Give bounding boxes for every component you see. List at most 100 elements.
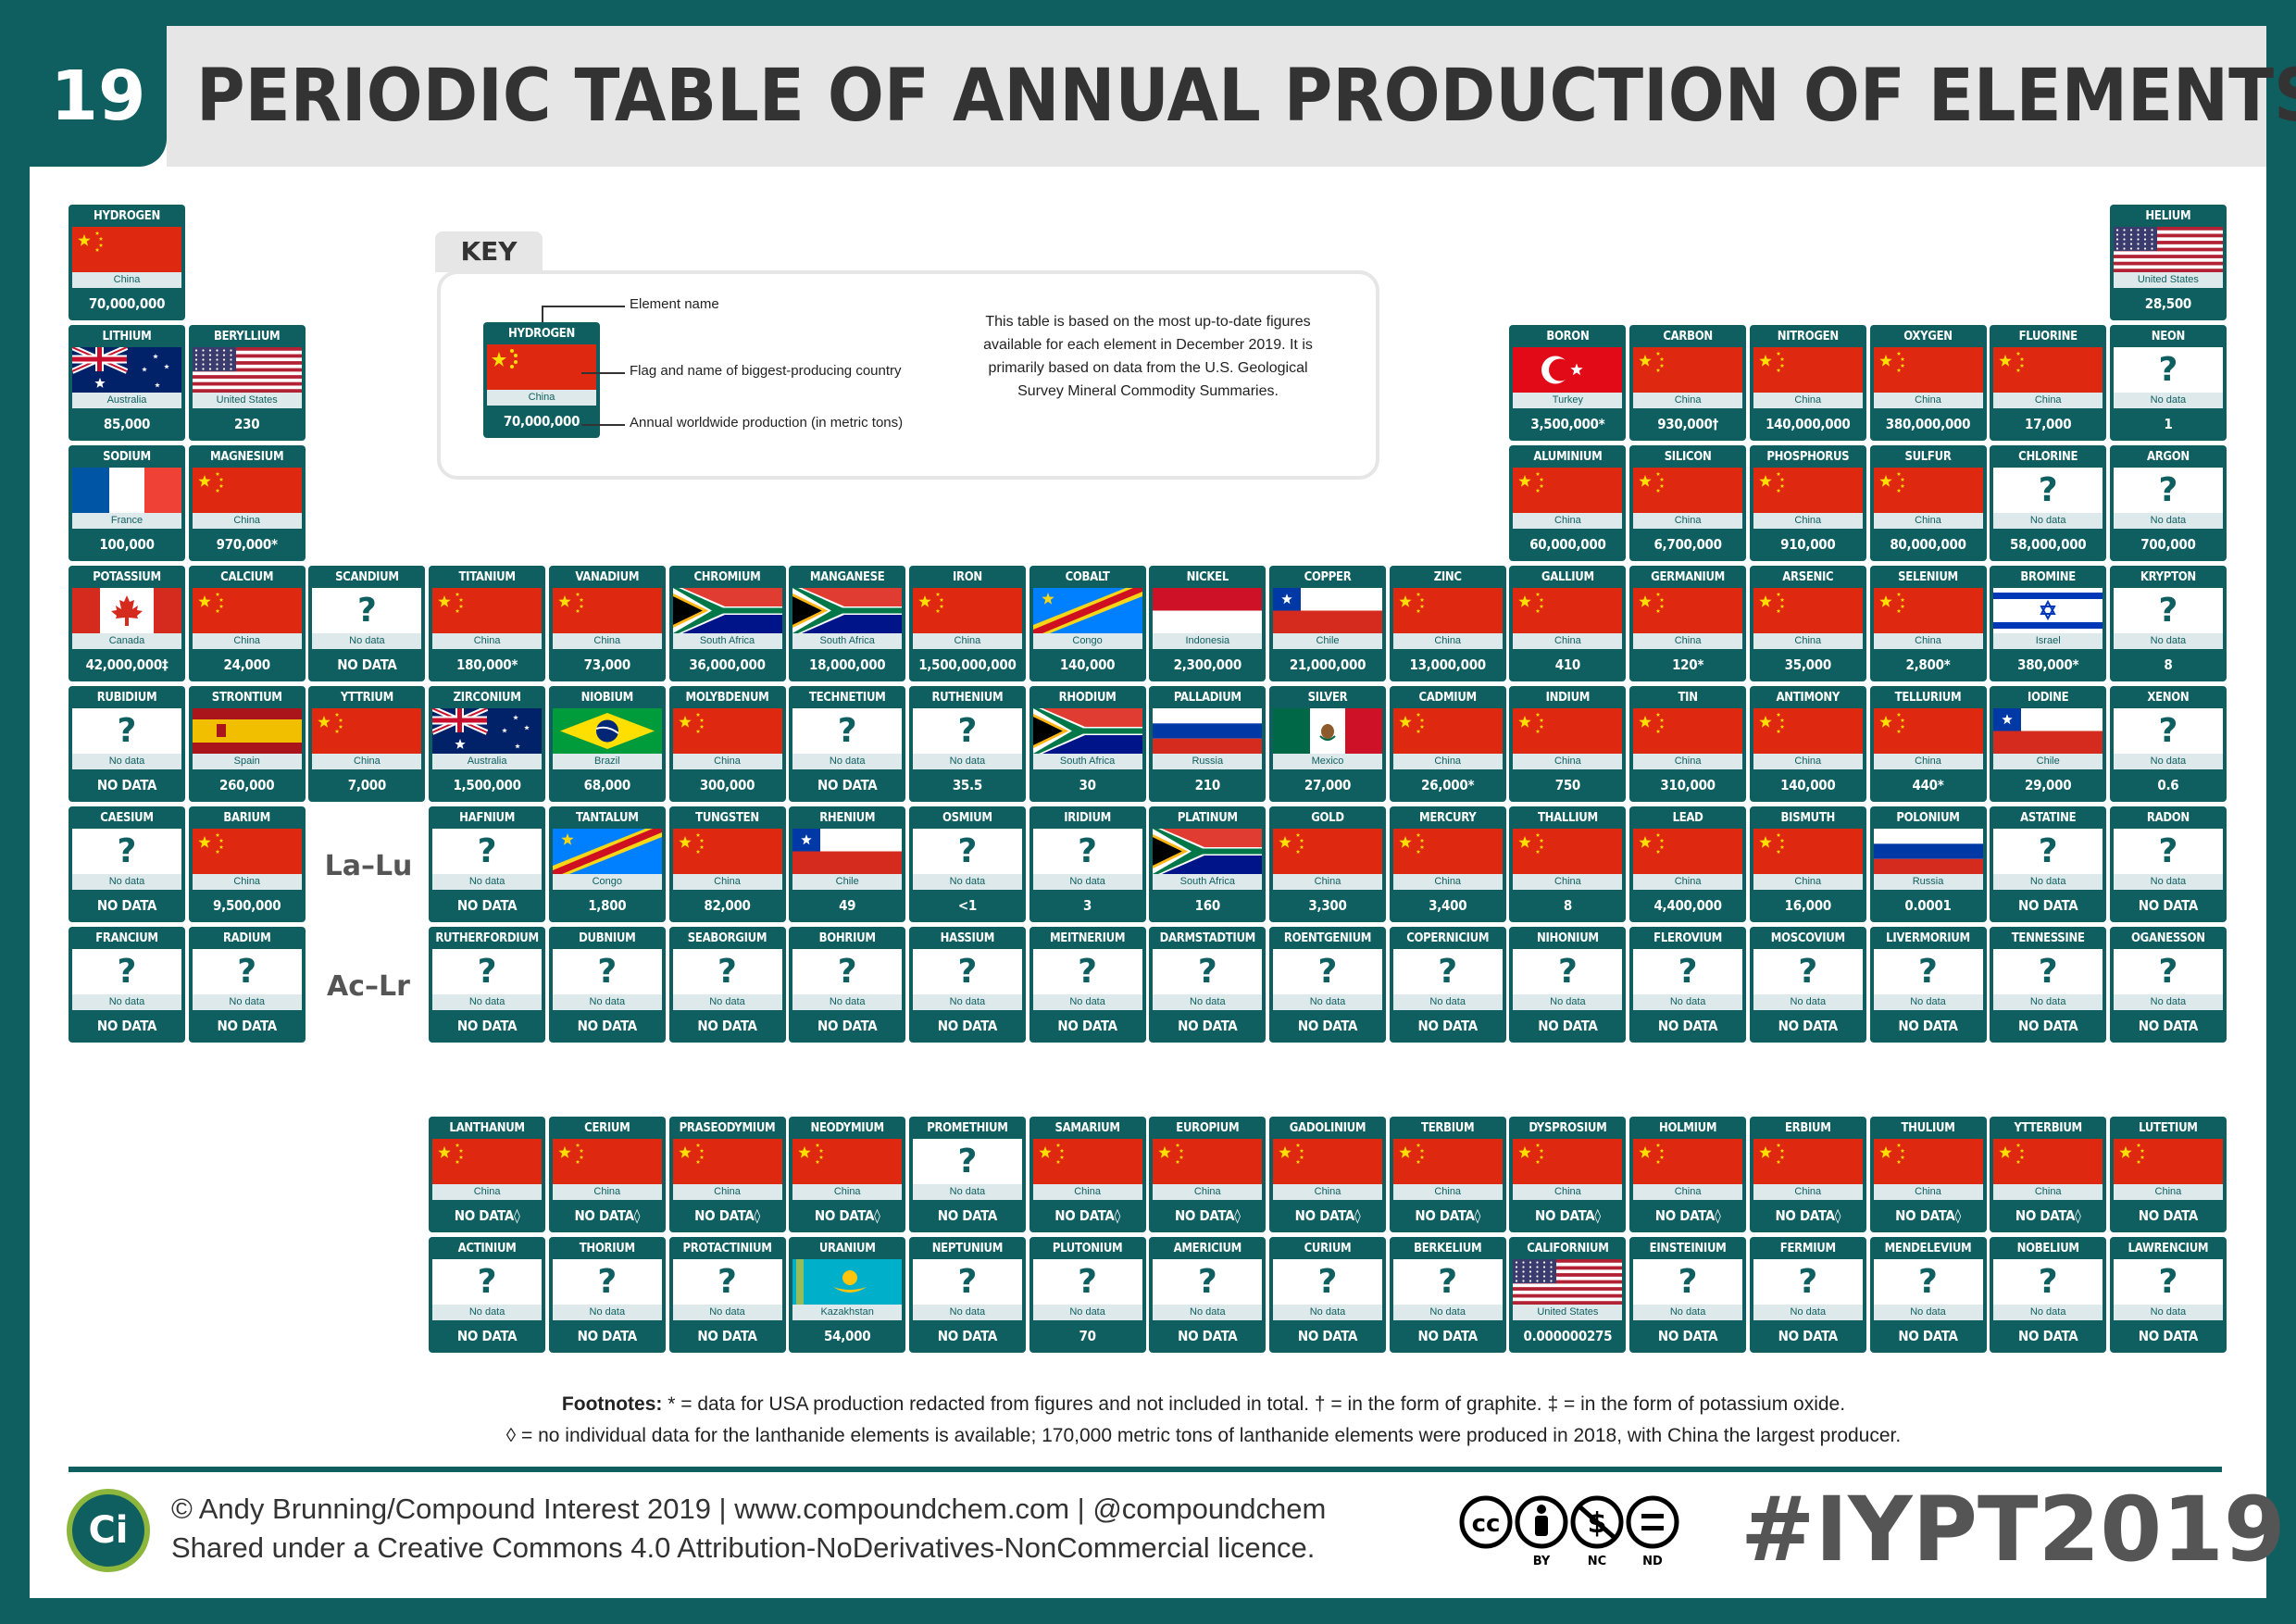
title-bar: [167, 26, 2266, 167]
china-flag-icon: [1513, 1139, 1623, 1184]
china-flag-icon: [1753, 1139, 1863, 1184]
element-name: PLUTONIUM: [1052, 1242, 1123, 1255]
element-tile-manganese: MANGANESE South Africa 18,000,000: [789, 566, 906, 681]
australia-flag-icon: [72, 347, 181, 393]
element-production: NO DATA: [1657, 1328, 1718, 1344]
element-name: FLEROVIUM: [1653, 931, 1723, 945]
element-country: No data: [192, 994, 302, 1010]
element-name: TERBIUM: [1421, 1121, 1475, 1135]
element-country: Israel: [1993, 633, 2103, 649]
china-flag-icon: [1513, 588, 1623, 633]
element-tile-dysprosium: DYSPROSIUM China NO DATA◊: [1509, 1117, 1627, 1232]
question-mark-icon: ?: [1513, 949, 1623, 994]
element-country: China: [1873, 393, 1983, 408]
element-tile-caesium: CAESIUM? No data NO DATA: [69, 806, 185, 922]
element-production: 3: [1083, 897, 1092, 914]
kazakhstan-flag-icon: [792, 1259, 903, 1305]
element-name: COPPER: [1304, 570, 1352, 584]
element-country: No data: [1153, 994, 1263, 1010]
element-name: IRON: [952, 570, 982, 584]
element-country: No data: [672, 1305, 782, 1320]
question-mark-icon: ?: [1993, 468, 2103, 513]
element-production: 7,000: [347, 777, 386, 793]
element-tile-lutetium: LUTETIUM China NO DATA: [2109, 1117, 2227, 1232]
element-production: NO DATA: [1417, 1018, 1479, 1034]
element-production: NO DATA: [2138, 1328, 2199, 1344]
china-flag-icon: [552, 588, 662, 633]
question-mark-icon: ?: [792, 708, 903, 754]
element-name: SAMARIUM: [1054, 1121, 1120, 1135]
element-production: 930,000†: [1657, 416, 1718, 432]
element-tile-hafnium: HAFNIUM? No data NO DATA: [429, 806, 546, 922]
chile-flag-icon: [1273, 588, 1382, 633]
element-name: DARMSTADTIUM: [1159, 931, 1256, 945]
element-country: China: [1392, 754, 1503, 769]
china-flag-icon: [1873, 1139, 1983, 1184]
element-tile-sulfur: SULFUR China 80,000,000: [1869, 445, 1987, 561]
element-tile-rubidium: RUBIDIUM? No data NO DATA: [69, 686, 185, 802]
element-name: NEODYMIUM: [810, 1121, 884, 1135]
element-tile-krypton: KRYPTON? No data 8: [2109, 566, 2227, 681]
element-production: NO DATA: [96, 1018, 157, 1034]
element-production: 380,000,000: [1885, 416, 1971, 432]
element-country: China: [1392, 874, 1503, 890]
question-mark-icon: ?: [912, 708, 1022, 754]
china-flag-icon: [1873, 468, 1983, 513]
element-tile-potassium: POTASSIUM Canada 42,000,000‡: [69, 566, 185, 681]
element-tile-ruthenium: RUTHENIUM? No data 35.5: [908, 686, 1026, 802]
element-name: TITANIUM: [458, 570, 516, 584]
element-country: China: [1633, 1184, 1743, 1200]
element-name: MANGANESE: [809, 570, 885, 584]
element-tile-arsenic: ARSENIC China 35,000: [1749, 566, 1866, 681]
creative-commons-icon: cc $ BY NC ND: [1459, 1495, 1679, 1568]
element-name: ZINC: [1433, 570, 1462, 584]
element-production: NO DATA: [2018, 897, 2078, 914]
south-africa-flag-icon: [1153, 829, 1263, 874]
element-production: 910,000: [1780, 536, 1836, 553]
element-name: FLUORINE: [2018, 330, 2078, 344]
element-country: China: [192, 874, 302, 890]
element-tile-terbium: TERBIUM China NO DATA◊: [1389, 1117, 1506, 1232]
element-country: China: [1873, 754, 1983, 769]
question-mark-icon: ?: [432, 949, 543, 994]
element-country: South Africa: [1153, 874, 1263, 890]
element-name: THORIUM: [579, 1242, 635, 1255]
element-country: China: [432, 1184, 543, 1200]
element-tile-zirconium: ZIRCONIUM Australia 1,500,000: [429, 686, 546, 802]
element-production: NO DATA◊: [1415, 1207, 1481, 1224]
turkey-flag-icon: [1513, 347, 1623, 393]
element-tile-osmium: OSMIUM? No data <1: [908, 806, 1026, 922]
element-name: LAWRENCIUM: [2128, 1242, 2209, 1255]
china-flag-icon: [1032, 1139, 1142, 1184]
element-tile-lanthanum: LANTHANUM China NO DATA◊: [429, 1117, 546, 1232]
element-name: ARSENIC: [1782, 570, 1834, 584]
element-country: No data: [792, 994, 903, 1010]
china-flag-icon: [1513, 829, 1623, 874]
element-production: NO DATA: [1538, 1018, 1598, 1034]
element-tile-seaborgium: SEABORGIUM? No data NO DATA: [668, 927, 786, 1043]
element-country: China: [72, 272, 181, 288]
element-name: PROMETHIUM: [927, 1121, 1008, 1135]
element-name: MOSCOVIUM: [1770, 931, 1845, 945]
element-name: EINSTEINIUM: [1649, 1242, 1727, 1255]
china-flag-icon: [1753, 347, 1863, 393]
element-country: No data: [912, 1305, 1022, 1320]
element-tile-bohrium: BOHRIUM? No data NO DATA: [789, 927, 906, 1043]
element-tile-vanadium: VANADIUM China 73,000: [548, 566, 666, 681]
element-tile-radon: RADON? No data NO DATA: [2109, 806, 2227, 922]
china-flag-icon: [1873, 708, 1983, 754]
element-tile-silver: SILVER Mexico 27,000: [1269, 686, 1386, 802]
element-production: 54,000: [824, 1328, 871, 1344]
spain-flag-icon: [192, 708, 302, 754]
element-name: IRIDIUM: [1064, 811, 1111, 825]
element-name: RADIUM: [222, 931, 271, 945]
south-africa-flag-icon: [792, 588, 903, 633]
china-flag-icon: [1873, 588, 1983, 633]
element-name: PRASEODYMIUM: [679, 1121, 776, 1135]
element-production: 70: [1079, 1328, 1096, 1344]
element-name: FRANCIUM: [95, 931, 158, 945]
element-name: OXYGEN: [1903, 330, 1953, 344]
element-country: No data: [552, 994, 662, 1010]
china-flag-icon: [192, 468, 302, 513]
element-country: China: [1633, 754, 1743, 769]
